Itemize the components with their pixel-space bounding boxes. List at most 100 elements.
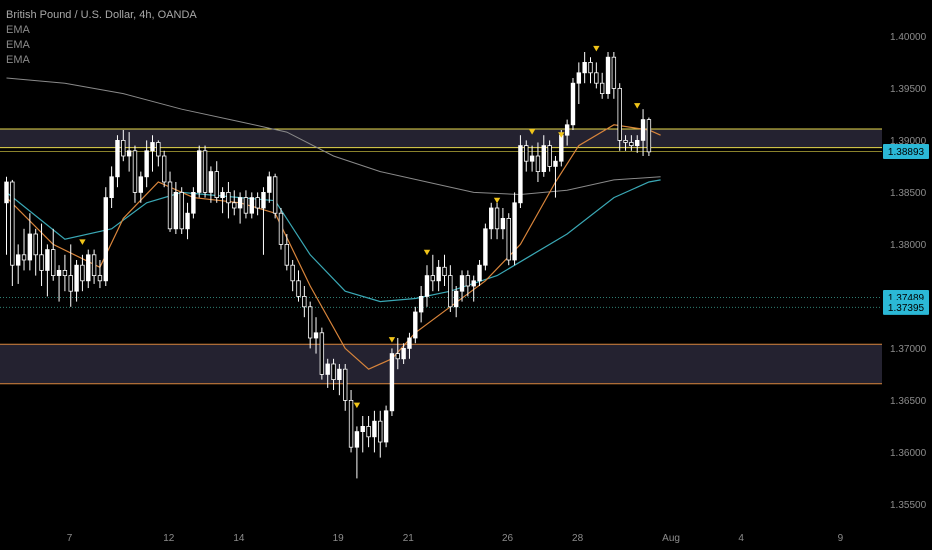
candle[interactable] [582, 52, 587, 84]
candle[interactable] [144, 140, 149, 188]
candle[interactable] [232, 190, 237, 216]
candle[interactable] [401, 343, 406, 364]
candle[interactable] [21, 228, 27, 271]
candle[interactable] [395, 338, 400, 370]
candle[interactable] [272, 173, 278, 219]
candle[interactable] [80, 254, 85, 292]
candle[interactable] [535, 142, 541, 182]
candle[interactable] [378, 410, 383, 458]
candle[interactable] [185, 202, 190, 240]
candle[interactable] [512, 192, 517, 266]
candle[interactable] [150, 135, 155, 172]
candle[interactable] [167, 171, 173, 232]
candle[interactable] [313, 317, 319, 354]
lower-zone[interactable] [0, 344, 882, 384]
candle[interactable] [483, 223, 488, 271]
candle[interactable] [588, 57, 593, 84]
candle[interactable] [547, 140, 552, 172]
ema-indicator-3[interactable]: EMA [6, 54, 30, 66]
candle[interactable] [197, 145, 202, 198]
candle[interactable] [529, 145, 535, 172]
ema-indicator-2[interactable]: EMA [6, 39, 30, 51]
ema-indicator-1[interactable]: EMA [6, 24, 30, 36]
candle[interactable] [553, 156, 558, 198]
candle[interactable] [103, 187, 108, 286]
candle[interactable] [261, 187, 266, 255]
candle[interactable] [220, 187, 225, 214]
candle[interactable] [325, 358, 330, 388]
candle[interactable] [424, 265, 430, 307]
candle[interactable] [45, 244, 50, 297]
candle[interactable] [278, 208, 284, 250]
candle[interactable] [237, 192, 243, 224]
candle[interactable] [500, 208, 506, 240]
candle[interactable] [4, 176, 9, 255]
candle[interactable] [156, 140, 161, 167]
candle[interactable] [173, 182, 179, 234]
candle[interactable] [524, 140, 529, 172]
candle[interactable] [255, 192, 260, 216]
candle[interactable] [331, 358, 336, 390]
candle[interactable] [302, 286, 307, 318]
candle[interactable] [640, 109, 646, 156]
candle[interactable] [506, 213, 511, 266]
candle[interactable] [366, 416, 371, 448]
candle[interactable] [459, 270, 465, 302]
candle[interactable] [494, 202, 500, 240]
candle[interactable] [39, 223, 44, 286]
candle[interactable] [337, 364, 342, 396]
candle[interactable] [132, 145, 138, 203]
candle[interactable] [576, 62, 582, 104]
candle[interactable] [617, 83, 622, 151]
candle[interactable] [453, 286, 459, 318]
candle[interactable] [354, 426, 360, 479]
candle[interactable] [629, 135, 634, 151]
candle[interactable] [594, 62, 599, 89]
candle[interactable] [74, 260, 79, 302]
candle[interactable] [249, 192, 254, 219]
candle[interactable] [541, 135, 546, 177]
candle[interactable] [436, 260, 441, 292]
candle[interactable] [191, 187, 196, 219]
candle[interactable] [243, 190, 249, 219]
candle[interactable] [465, 270, 471, 297]
candle[interactable] [360, 416, 365, 453]
candle[interactable] [27, 213, 33, 271]
candle[interactable] [290, 260, 295, 292]
candle[interactable] [296, 270, 301, 302]
candle[interactable] [570, 78, 576, 130]
candle[interactable] [372, 410, 377, 453]
candle[interactable] [489, 202, 494, 240]
candle[interactable] [86, 249, 91, 289]
candle[interactable] [51, 228, 56, 281]
candle[interactable] [97, 260, 103, 289]
symbol-title[interactable]: British Pound / U.S. Dollar, 4h, OANDA [6, 9, 197, 21]
candle[interactable] [10, 179, 15, 286]
candle[interactable] [208, 166, 214, 203]
candle[interactable] [646, 117, 652, 156]
time-axis[interactable]: 7 12 14 19 21 26 28 Aug 4 9 [67, 533, 844, 544]
candle[interactable] [126, 132, 132, 172]
candle[interactable] [91, 249, 97, 284]
candle[interactable] [407, 332, 412, 359]
candle[interactable] [413, 306, 418, 344]
candle[interactable] [161, 150, 167, 188]
candle[interactable] [202, 145, 208, 198]
candle[interactable] [33, 228, 38, 276]
candle[interactable] [115, 135, 120, 188]
candle[interactable] [564, 119, 570, 146]
candle[interactable] [214, 161, 219, 203]
candle[interactable] [179, 187, 184, 234]
candle[interactable] [121, 130, 126, 162]
candle[interactable] [430, 254, 436, 292]
candle[interactable] [477, 260, 482, 286]
candle[interactable] [623, 135, 628, 151]
candle[interactable] [343, 364, 348, 411]
candle[interactable] [471, 275, 476, 302]
candle[interactable] [448, 265, 453, 312]
candle[interactable] [442, 254, 447, 286]
candle[interactable] [284, 234, 290, 271]
candle[interactable] [348, 390, 354, 453]
candle[interactable] [138, 171, 144, 203]
